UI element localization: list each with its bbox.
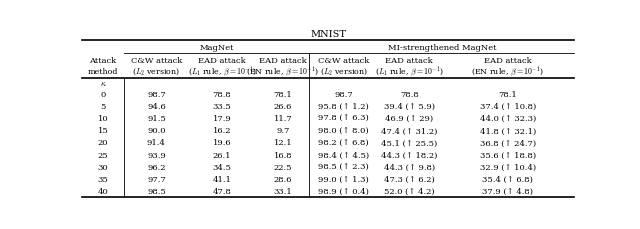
Text: 91.5: 91.5 xyxy=(147,115,166,123)
Text: 94.6: 94.6 xyxy=(147,103,166,111)
Text: 78.8: 78.8 xyxy=(400,91,419,99)
Text: 30: 30 xyxy=(98,163,108,171)
Text: EAD attack: EAD attack xyxy=(484,57,532,65)
Text: 26.1: 26.1 xyxy=(213,151,231,159)
Text: 97.8 (↑ 6.3): 97.8 (↑ 6.3) xyxy=(318,115,369,123)
Text: 78.1: 78.1 xyxy=(499,91,517,99)
Text: 98.5 (↑ 2.3): 98.5 (↑ 2.3) xyxy=(318,163,369,171)
Text: 22.5: 22.5 xyxy=(274,163,292,171)
Text: EAD attack: EAD attack xyxy=(385,57,433,65)
Text: $\kappa$: $\kappa$ xyxy=(100,80,106,88)
Text: EAD attack: EAD attack xyxy=(259,57,307,65)
Text: MNIST: MNIST xyxy=(310,30,346,39)
Text: 93.9: 93.9 xyxy=(147,151,166,159)
Text: 16.8: 16.8 xyxy=(273,151,292,159)
Text: 44.0 (↑ 32.3): 44.0 (↑ 32.3) xyxy=(479,115,536,123)
Text: ($L_1$ rule, $\beta = 10^{-1}$): ($L_1$ rule, $\beta = 10^{-1}$) xyxy=(188,64,257,78)
Text: MagNet: MagNet xyxy=(200,44,234,52)
Text: 33.1: 33.1 xyxy=(273,187,292,195)
Text: 11.7: 11.7 xyxy=(273,115,292,123)
Text: method: method xyxy=(88,67,118,75)
Text: 34.5: 34.5 xyxy=(212,163,232,171)
Text: ($L_2$ version): ($L_2$ version) xyxy=(319,66,367,76)
Text: 98.5: 98.5 xyxy=(147,187,166,195)
Text: C&W attack: C&W attack xyxy=(318,57,369,65)
Text: 35: 35 xyxy=(98,175,108,183)
Text: 35.6 (↑ 18.8): 35.6 (↑ 18.8) xyxy=(480,151,536,159)
Text: 98.0 (↑ 8.0): 98.0 (↑ 8.0) xyxy=(318,127,369,135)
Text: MI-strengthened MagNet: MI-strengthened MagNet xyxy=(388,44,497,52)
Text: 16.2: 16.2 xyxy=(213,127,231,135)
Text: 99.0 (↑ 1.3): 99.0 (↑ 1.3) xyxy=(318,175,369,183)
Text: 0: 0 xyxy=(100,91,106,99)
Text: 10: 10 xyxy=(98,115,108,123)
Text: 78.8: 78.8 xyxy=(212,91,232,99)
Text: 47.4 (↑ 31.2): 47.4 (↑ 31.2) xyxy=(381,127,438,135)
Text: 90.0: 90.0 xyxy=(147,127,166,135)
Text: Attack: Attack xyxy=(90,57,116,65)
Text: 91.4: 91.4 xyxy=(147,139,166,147)
Text: 98.2 (↑ 6.8): 98.2 (↑ 6.8) xyxy=(318,139,369,147)
Text: 98.7: 98.7 xyxy=(334,91,353,99)
Text: 25: 25 xyxy=(98,151,108,159)
Text: 39.4 (↑ 5.9): 39.4 (↑ 5.9) xyxy=(384,103,435,111)
Text: 28.6: 28.6 xyxy=(274,175,292,183)
Text: 35.4 (↑ 6.8): 35.4 (↑ 6.8) xyxy=(483,175,533,183)
Text: 15: 15 xyxy=(98,127,108,135)
Text: ($L_2$ version): ($L_2$ version) xyxy=(132,66,180,76)
Text: 37.9 (↑ 4.8): 37.9 (↑ 4.8) xyxy=(483,187,533,195)
Text: 45.1 (↑ 25.5): 45.1 (↑ 25.5) xyxy=(381,139,438,147)
Text: 78.1: 78.1 xyxy=(273,91,292,99)
Text: 20: 20 xyxy=(98,139,108,147)
Text: ($L_1$ rule, $\beta = 10^{-1}$): ($L_1$ rule, $\beta = 10^{-1}$) xyxy=(375,64,444,78)
Text: 32.9 (↑ 10.4): 32.9 (↑ 10.4) xyxy=(480,163,536,171)
Text: 96.2: 96.2 xyxy=(147,163,166,171)
Text: 44.3 (↑ 18.2): 44.3 (↑ 18.2) xyxy=(381,151,438,159)
Text: 37.4 (↑ 10.8): 37.4 (↑ 10.8) xyxy=(479,103,536,111)
Text: EAD attack: EAD attack xyxy=(198,57,246,65)
Text: C&W attack: C&W attack xyxy=(131,57,182,65)
Text: 47.3 (↑ 6.2): 47.3 (↑ 6.2) xyxy=(384,175,435,183)
Text: 12.1: 12.1 xyxy=(273,139,292,147)
Text: (EN rule, $\beta = 10^{-1}$): (EN rule, $\beta = 10^{-1}$) xyxy=(472,64,544,78)
Text: 98.4 (↑ 4.5): 98.4 (↑ 4.5) xyxy=(318,151,369,159)
Text: 41.8 (↑ 32.1): 41.8 (↑ 32.1) xyxy=(479,127,536,135)
Text: 44.3 (↑ 9.8): 44.3 (↑ 9.8) xyxy=(384,163,435,171)
Text: 33.5: 33.5 xyxy=(212,103,232,111)
Text: 36.8 (↑ 24.7): 36.8 (↑ 24.7) xyxy=(480,139,536,147)
Text: 46.9 (↑ 29): 46.9 (↑ 29) xyxy=(385,115,433,123)
Text: 47.8: 47.8 xyxy=(212,187,232,195)
Text: 5: 5 xyxy=(100,103,106,111)
Text: 17.9: 17.9 xyxy=(212,115,232,123)
Text: 98.7: 98.7 xyxy=(147,91,166,99)
Text: 97.7: 97.7 xyxy=(147,175,166,183)
Text: 40: 40 xyxy=(98,187,108,195)
Text: 98.9 (↑ 0.4): 98.9 (↑ 0.4) xyxy=(318,187,369,195)
Text: 26.6: 26.6 xyxy=(274,103,292,111)
Text: (EN rule, $\beta = 10^{-1}$): (EN rule, $\beta = 10^{-1}$) xyxy=(246,64,319,78)
Text: 41.1: 41.1 xyxy=(212,175,232,183)
Text: 95.8 (↑ 1.2): 95.8 (↑ 1.2) xyxy=(318,103,369,111)
Text: 52.0 (↑ 4.2): 52.0 (↑ 4.2) xyxy=(384,187,435,195)
Text: 19.6: 19.6 xyxy=(212,139,232,147)
Text: 9.7: 9.7 xyxy=(276,127,289,135)
